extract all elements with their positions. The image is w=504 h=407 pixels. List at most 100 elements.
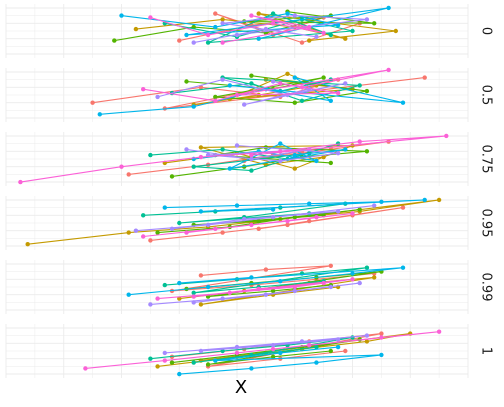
- data-point: [148, 15, 153, 20]
- data-point: [213, 358, 218, 363]
- data-point: [386, 67, 391, 73]
- x-axis-title: X: [235, 377, 247, 398]
- data-point: [357, 280, 362, 286]
- data-point: [249, 222, 254, 228]
- data-point: [155, 230, 160, 235]
- data-point: [213, 94, 218, 100]
- data-point: [278, 350, 283, 356]
- data-point: [177, 371, 182, 377]
- data-point: [350, 211, 355, 216]
- data-point: [162, 350, 167, 356]
- data-point: [205, 40, 211, 45]
- data-point: [422, 75, 427, 80]
- data-point: [169, 174, 175, 179]
- data-point: [234, 344, 240, 350]
- data-point: [148, 238, 153, 243]
- data-point: [285, 11, 290, 16]
- data-point: [314, 344, 319, 350]
- data-point: [227, 83, 232, 88]
- data-point: [148, 152, 153, 158]
- data-point: [198, 273, 204, 278]
- data-point: [328, 98, 333, 104]
- data-point: [205, 284, 211, 290]
- data-point: [263, 292, 269, 297]
- data-point: [169, 360, 175, 365]
- data-point: [321, 30, 326, 36]
- data-point: [220, 230, 225, 235]
- data-point: [285, 218, 290, 224]
- data-point: [343, 147, 348, 152]
- data-point: [292, 288, 297, 294]
- data-point: [148, 356, 153, 361]
- data-point: [191, 40, 196, 45]
- data-point: [364, 339, 370, 344]
- data-point: [292, 75, 297, 80]
- data-point: [285, 222, 290, 228]
- data-point: [191, 360, 196, 365]
- data-point: [191, 300, 196, 305]
- data-point: [148, 302, 153, 307]
- data-point: [126, 292, 131, 297]
- data-point: [343, 348, 348, 354]
- data-point: [379, 199, 384, 204]
- data-point: [133, 26, 139, 32]
- data-point: [307, 343, 312, 348]
- data-point: [350, 271, 355, 276]
- data-point: [249, 152, 254, 158]
- data-point: [249, 168, 254, 173]
- data-point: [227, 290, 232, 295]
- data-point: [25, 242, 30, 247]
- data-point: [234, 143, 240, 148]
- data-point: [307, 201, 312, 206]
- data-point: [184, 230, 189, 235]
- data-point: [314, 158, 319, 164]
- data-point: [328, 32, 333, 38]
- data-point: [278, 279, 283, 284]
- data-point: [436, 197, 442, 203]
- data-point: [177, 220, 182, 226]
- data-point: [263, 267, 269, 272]
- data-point: [270, 207, 276, 212]
- data-point: [97, 112, 103, 117]
- data-point: [256, 36, 261, 41]
- data-point: [213, 11, 218, 16]
- data-point: [335, 23, 341, 28]
- data-point: [198, 154, 204, 160]
- data-point: [292, 100, 297, 105]
- data-point: [249, 73, 254, 78]
- data-point: [119, 164, 124, 169]
- data-point: [141, 234, 146, 239]
- data-point: [177, 280, 182, 286]
- data-point: [155, 364, 160, 369]
- data-point: [220, 40, 225, 45]
- data-point: [335, 209, 341, 214]
- data-point: [256, 218, 261, 224]
- facet-strip-label: 0.5: [479, 85, 494, 106]
- data-point: [198, 209, 204, 214]
- data-point: [270, 215, 276, 220]
- data-point: [335, 90, 341, 96]
- data-point: [379, 331, 384, 336]
- data-point: [400, 205, 406, 210]
- data-point: [155, 296, 160, 301]
- data-point: [292, 284, 297, 290]
- data-point: [220, 348, 225, 354]
- data-point: [249, 13, 254, 18]
- data-point: [386, 5, 391, 11]
- data-point: [364, 17, 370, 22]
- data-point: [335, 337, 341, 342]
- marks-layer: [18, 5, 449, 377]
- data-point: [249, 275, 254, 280]
- data-point: [314, 360, 319, 365]
- data-point: [191, 294, 196, 299]
- data-point: [234, 92, 240, 98]
- data-point: [292, 152, 297, 158]
- data-point: [379, 335, 384, 340]
- data-point: [444, 133, 449, 139]
- data-point: [343, 81, 348, 86]
- data-point: [292, 215, 297, 220]
- data-point: [328, 263, 333, 268]
- data-point: [249, 366, 254, 371]
- data-point: [220, 147, 225, 152]
